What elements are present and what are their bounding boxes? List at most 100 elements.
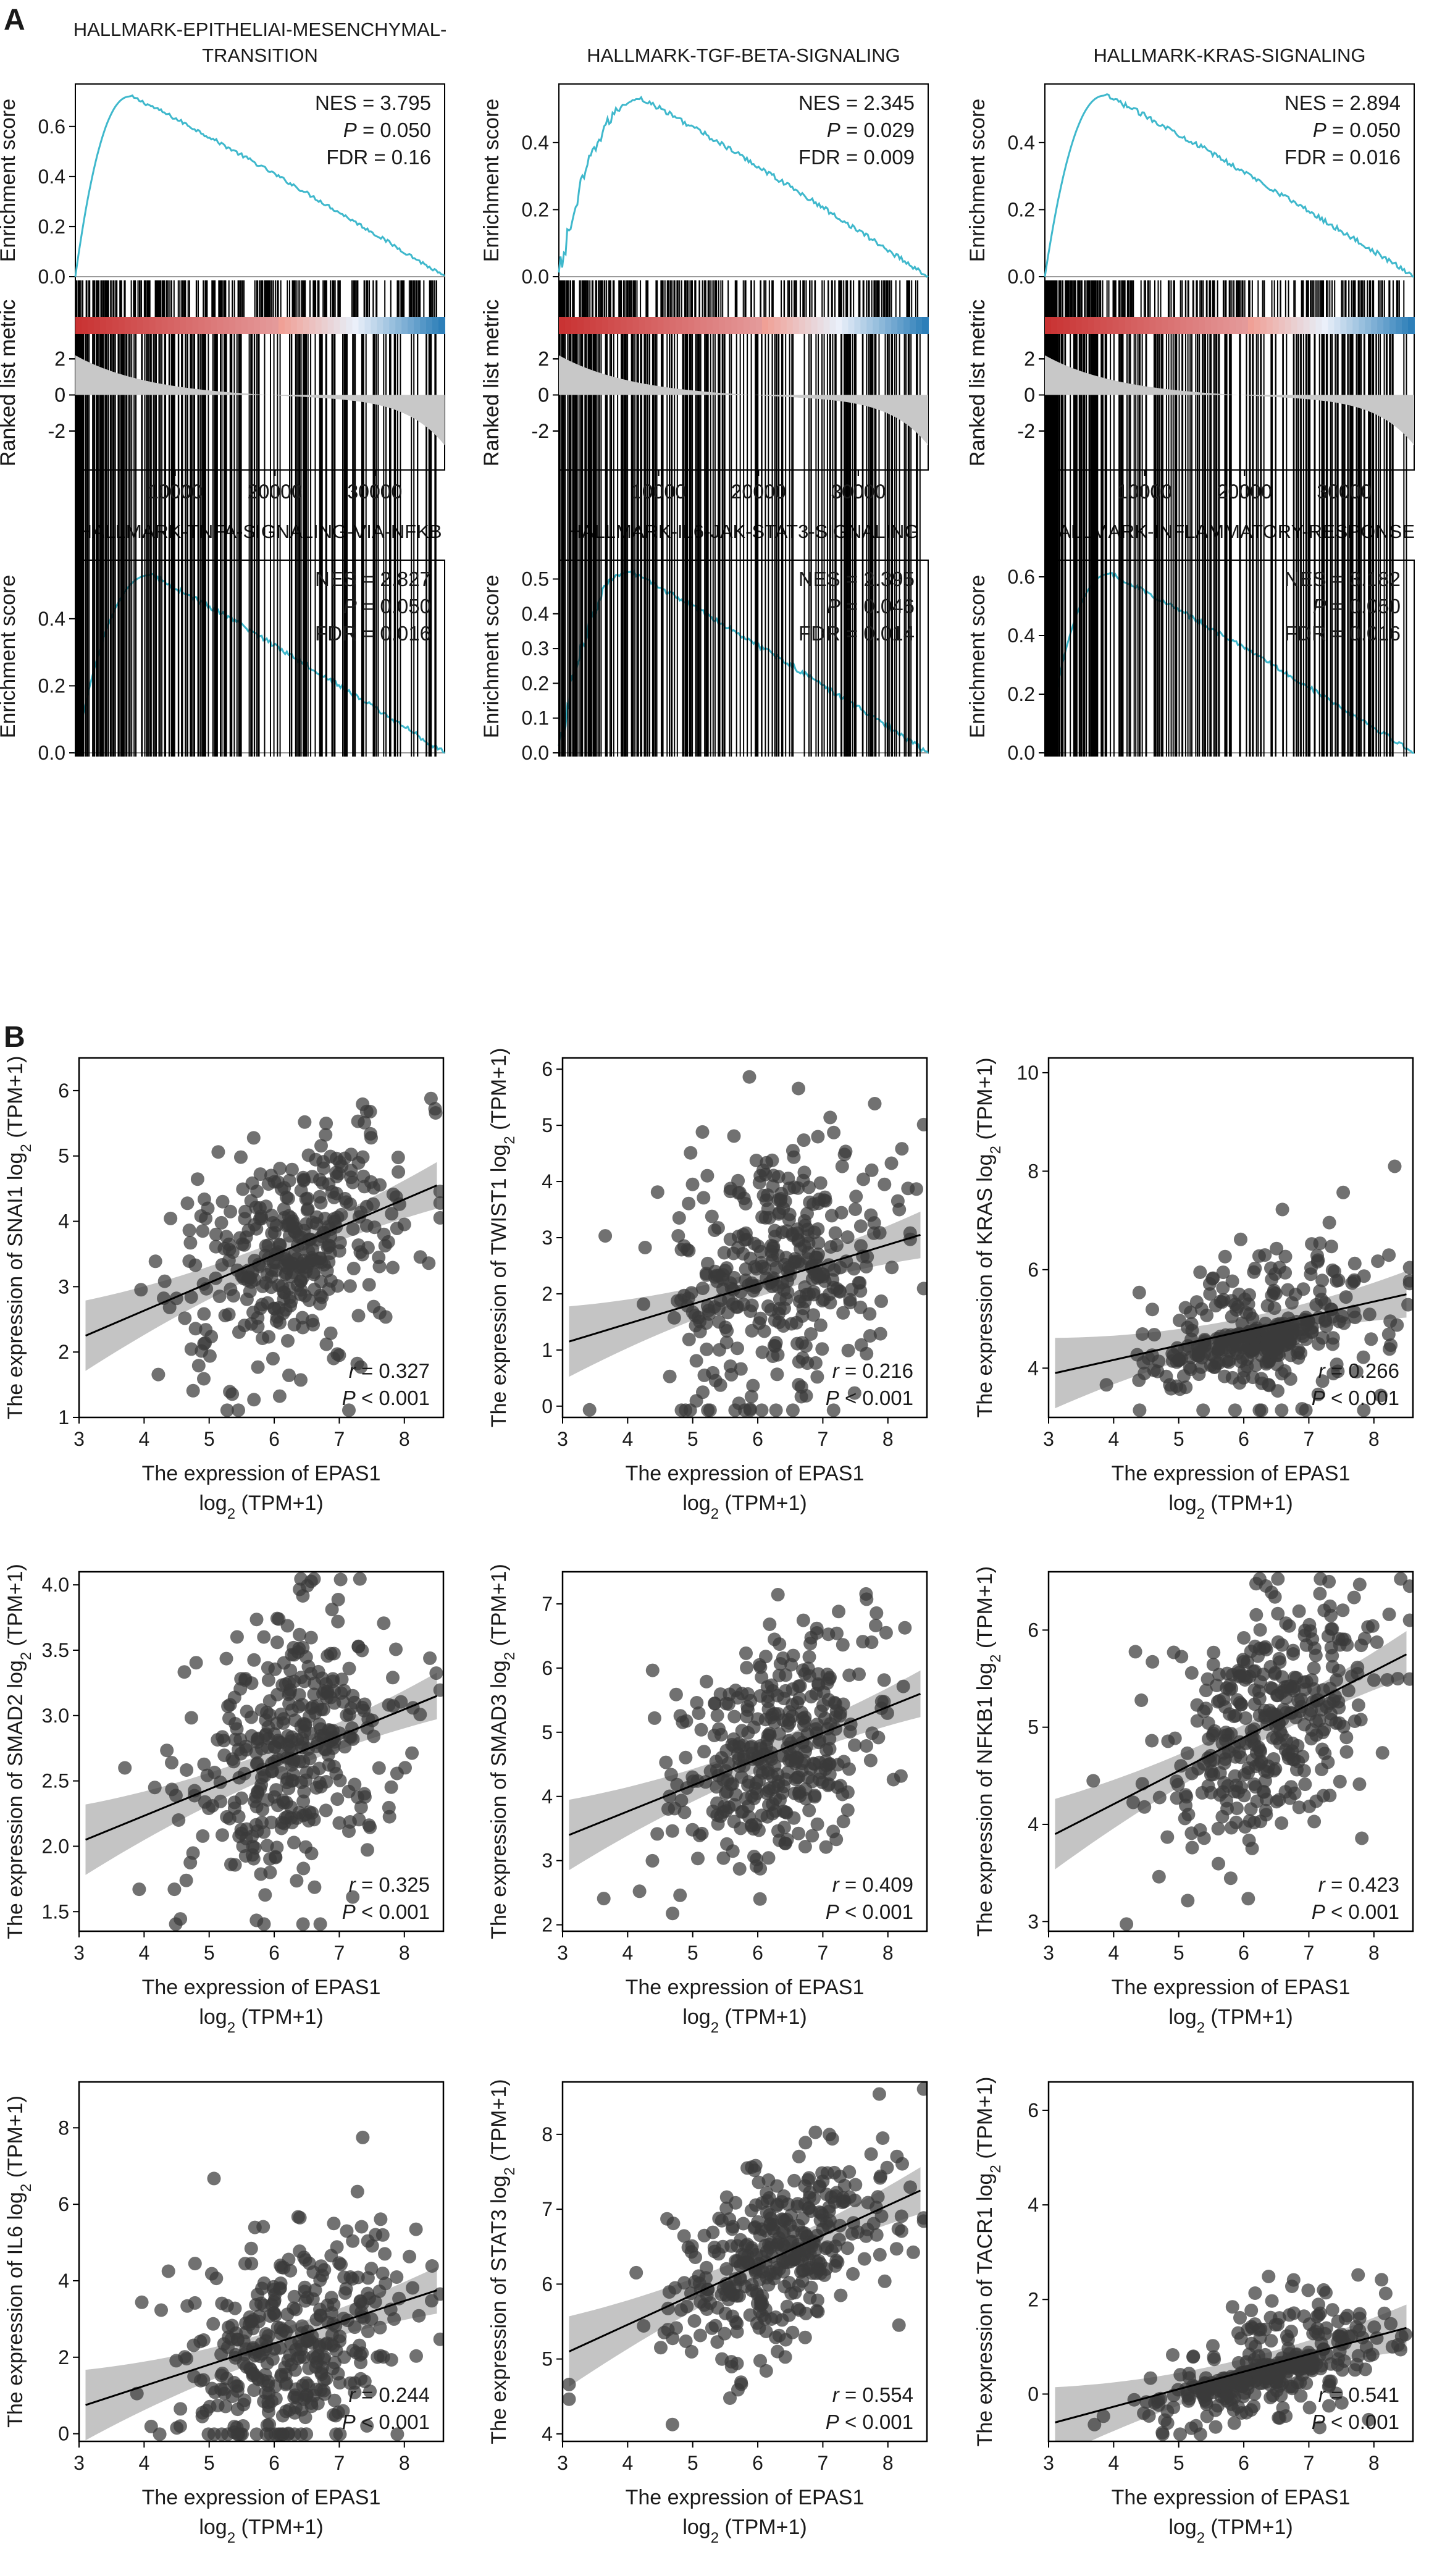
data-point [206,2317,220,2331]
heat-segment [340,317,347,334]
data-point [849,1189,863,1204]
data-point [1322,1215,1336,1230]
heat-segment [112,317,119,334]
data-point [325,1603,339,1617]
data-point [1230,1802,1244,1815]
x-tick-label: 30000 [831,480,886,503]
data-point [805,1259,819,1273]
data-point [182,1254,196,1268]
data-point [743,1403,757,1417]
heat-segment [614,317,621,334]
data-point [1223,1871,1238,1886]
p-value: P < 0.001 [342,1387,430,1409]
data-point [1347,1256,1362,1270]
data-point [689,1354,703,1368]
data-point [1202,1277,1217,1291]
log-subscript: 2 [18,1652,35,1660]
data-point [282,2427,296,2441]
data-point [1383,1342,1396,1356]
data-point [332,1348,346,1362]
data-point [1184,1826,1199,1840]
data-point [811,1236,826,1250]
data-point [343,2376,358,2390]
data-point [299,1773,313,1787]
p-symbol: P [343,119,357,141]
data-point [1357,1269,1371,1283]
data-point [340,2224,354,2238]
heat-segment [1205,317,1212,334]
data-point [220,2299,234,2313]
data-point [433,1683,443,1697]
units-text: (TPM+1) [973,1566,997,1655]
data-point [810,1370,824,1384]
units-text: (TPM+1) [4,1056,27,1144]
data-point [801,1661,815,1676]
p-value-text: < 0.001 [1325,1387,1399,1409]
fit-line [1054,1653,1407,1836]
data-point [360,2419,374,2433]
data-point [769,1261,784,1275]
r-symbol: r [1318,1359,1326,1382]
es-y-tick-label: 0.2 [1008,198,1035,220]
ranked-metric-area [75,355,445,445]
data-point [186,1383,200,1398]
heat-segment [1383,317,1391,334]
heat-segment [1081,317,1089,334]
data-point [886,1773,900,1787]
data-point [240,1822,254,1836]
data-point [1270,1348,1283,1362]
es-y-tick-label: 0.0 [38,266,65,288]
data-point [301,1202,315,1216]
x-tick-label: 5 [1173,1942,1184,1964]
r-symbol: r [349,1359,357,1382]
data-point [1230,1346,1244,1361]
data-point [682,1332,696,1346]
data-point [685,1177,700,1191]
plot-area [568,1587,921,1921]
y-tick-label: 1.5 [42,1900,69,1923]
data-point [807,1308,821,1322]
data-point [247,1393,261,1407]
data-point [253,1167,267,1181]
data-point [246,1131,261,1145]
data-point [304,1574,318,1588]
data-point [272,1612,286,1626]
data-point [314,2309,328,2323]
data-point [731,1341,744,1356]
metric-tick-label: -2 [1018,420,1035,442]
heat-segment [626,317,634,334]
data-point [792,1081,805,1096]
data-point [1216,1281,1230,1295]
heat-segment [595,317,603,334]
data-point [766,1349,780,1363]
data-point [183,1236,198,1250]
data-point [348,2320,362,2335]
metric-tick-label: 2 [54,348,65,370]
data-point [842,1762,856,1776]
data-point [768,1632,782,1647]
data-point [1204,1358,1218,1372]
p-value: P = 0.050 [343,119,431,141]
data-point [1357,1632,1372,1646]
x-tick-label: 3 [557,1942,568,1964]
heat-segment [639,317,646,334]
data-point [153,2427,167,2441]
y-tick-label: 4 [1028,1813,1039,1836]
data-point [763,1617,777,1631]
data-point [223,1698,237,1712]
data-point [317,2263,332,2277]
heat-segment [266,317,273,334]
data-point [385,1207,399,1221]
data-point [796,1301,810,1315]
heat-segment [161,317,169,334]
data-point [314,1729,328,1743]
y-tick-label: 3 [58,1275,69,1298]
x-tick-label: 3 [73,1942,85,1964]
data-point [397,1217,411,1231]
scatter-frame [78,2081,445,2443]
data-point [151,1367,166,1382]
heat-segment [143,317,150,334]
data-point [836,1638,850,1652]
